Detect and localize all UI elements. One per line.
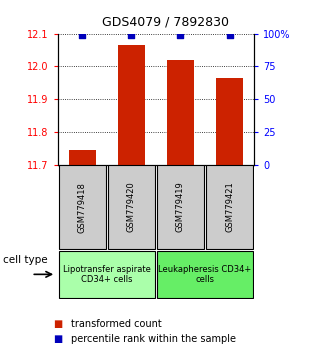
Text: Leukapheresis CD34+
cells: Leukapheresis CD34+ cells [158,265,252,284]
Bar [206,165,253,249]
Text: cell type: cell type [3,255,48,265]
Point [227,32,232,38]
Text: GSM779419: GSM779419 [176,182,185,233]
Bar [167,60,194,165]
Bar [59,251,155,298]
Text: GSM779421: GSM779421 [225,182,234,233]
Text: ■: ■ [53,319,62,329]
Text: GDS4079 / 7892830: GDS4079 / 7892830 [102,16,228,29]
Bar [157,251,253,298]
Bar [118,45,145,165]
Point [129,32,134,38]
Text: GSM779418: GSM779418 [78,182,87,233]
Text: percentile rank within the sample: percentile rank within the sample [71,334,236,344]
Point [80,32,85,38]
Text: Lipotransfer aspirate
CD34+ cells: Lipotransfer aspirate CD34+ cells [63,265,151,284]
Text: transformed count: transformed count [71,319,162,329]
Bar [69,150,96,165]
Bar [157,165,204,249]
Bar [108,165,155,249]
Point [178,32,183,38]
Text: ■: ■ [53,334,62,344]
Bar [216,78,243,165]
Text: GSM779420: GSM779420 [127,182,136,233]
Bar [59,165,106,249]
